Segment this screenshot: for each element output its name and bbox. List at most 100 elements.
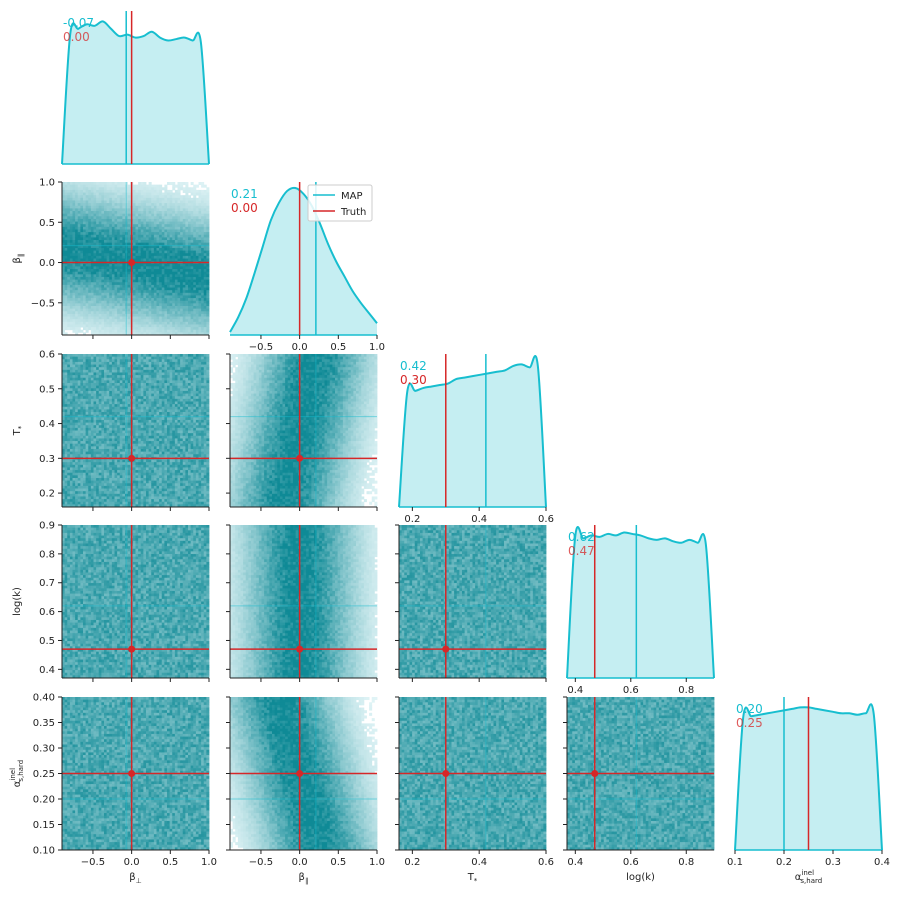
density-cell: [75, 332, 79, 336]
density-cell: [164, 319, 168, 323]
density-cell: [159, 324, 163, 328]
density-cell: [109, 493, 113, 497]
density-cell: [156, 216, 160, 220]
density-cell: [64, 372, 68, 376]
density-cell: [159, 295, 163, 299]
density-cell: [132, 332, 136, 336]
density-cell: [201, 284, 205, 288]
density-cell: [140, 305, 144, 310]
density-cell: [180, 245, 184, 249]
density-cell: [140, 182, 144, 186]
density-cell: [88, 192, 92, 196]
density-cell: [164, 208, 168, 212]
density-cell: [88, 298, 92, 302]
density-cell: [111, 300, 115, 304]
density-cell: [119, 467, 123, 471]
density-cell: [62, 237, 66, 241]
density-cell: [88, 242, 92, 246]
density-cell: [182, 274, 186, 278]
density-cell: [148, 205, 152, 209]
density-cell: [185, 200, 189, 204]
density-cell: [201, 303, 205, 307]
density-cell: [80, 250, 84, 254]
density-cell: [93, 255, 97, 259]
density-cell: [198, 319, 202, 323]
density-cell: [109, 354, 113, 358]
density-cell: [88, 372, 92, 376]
density-cell: [201, 195, 205, 199]
density-cell: [83, 242, 87, 246]
density-cell: [159, 189, 163, 193]
density-cell: [151, 203, 155, 207]
density-cell: [111, 247, 115, 251]
density-cell: [146, 189, 150, 193]
density-cell: [80, 303, 84, 307]
density-cell: [111, 385, 115, 389]
density-cell: [117, 271, 121, 275]
density-cell: [98, 419, 102, 423]
density-cell: [159, 298, 163, 302]
density-cell: [111, 308, 115, 312]
density-cell: [164, 211, 168, 215]
density-cell: [98, 441, 102, 445]
density-cell: [177, 240, 181, 244]
density-cell: [77, 229, 81, 233]
density-cell: [77, 189, 81, 193]
density-cell: [151, 218, 155, 222]
density-cell: [72, 372, 76, 376]
density-cell: [164, 308, 168, 312]
density-cell: [96, 441, 100, 445]
density-cell: [90, 203, 94, 207]
density-cell: [98, 300, 102, 304]
density-cell: [96, 195, 100, 199]
density-cell: [135, 369, 139, 373]
density-cell: [117, 441, 121, 445]
density-cell: [83, 226, 87, 230]
density-cell: [69, 383, 73, 387]
density-cell: [93, 232, 97, 236]
density-cell: [109, 290, 113, 294]
density-cell: [69, 390, 73, 394]
density-cell: [83, 425, 87, 429]
density-cell: [85, 369, 89, 373]
density-cell: [195, 292, 199, 296]
density-cell: [109, 480, 113, 484]
density-cell: [80, 205, 84, 209]
density-cell: [72, 295, 76, 299]
density-cell: [203, 242, 207, 246]
density-cell: [159, 224, 163, 228]
density-cell: [109, 203, 113, 207]
density-cell: [153, 266, 157, 270]
density-cell: [64, 327, 68, 331]
density-cell: [67, 404, 71, 408]
density-cell: [67, 255, 71, 259]
density-cell: [62, 472, 66, 476]
density-cell: [122, 308, 126, 312]
density-cell: [106, 430, 110, 434]
density-cell: [135, 433, 139, 437]
density-cell: [64, 396, 68, 400]
density-cell: [177, 269, 181, 273]
density-cell: [185, 284, 189, 288]
density-cell: [85, 324, 89, 328]
density-cell: [90, 448, 94, 453]
density-cell: [153, 316, 157, 320]
density-cell: [135, 425, 139, 429]
density-cell: [88, 417, 92, 421]
density-cell: [195, 224, 199, 228]
density-cell: [117, 438, 121, 442]
density-cell: [90, 253, 94, 257]
density-cell: [93, 221, 97, 225]
density-cell: [93, 303, 97, 307]
density-cell: [93, 398, 97, 402]
density-cell: [62, 356, 66, 360]
density-cell: [111, 316, 115, 320]
density-cell: [156, 287, 160, 291]
density-cell: [90, 226, 94, 230]
density-cell: [104, 464, 108, 468]
density-cell: [188, 232, 192, 236]
density-cell: [174, 298, 178, 302]
density-cell: [122, 488, 126, 492]
density-cell: [119, 369, 123, 373]
density-cell: [80, 229, 84, 233]
